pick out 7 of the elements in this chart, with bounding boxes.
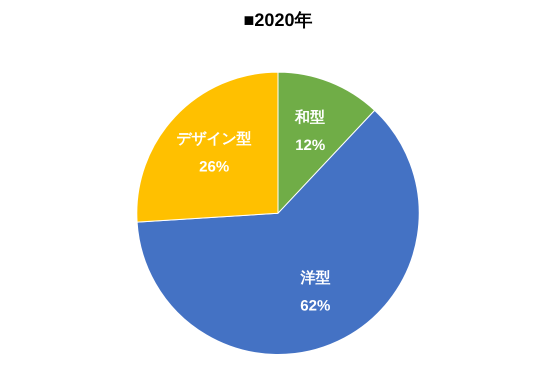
chart-title: ■2020年 [244, 10, 312, 30]
data-label: 12% [295, 137, 326, 154]
slice-label: デザイン型 [176, 130, 252, 148]
slice-label: 洋型 [299, 270, 330, 287]
data-label: 26% [199, 158, 230, 176]
data-label: 62% [300, 298, 330, 315]
slice-label: 和型 [294, 109, 326, 126]
